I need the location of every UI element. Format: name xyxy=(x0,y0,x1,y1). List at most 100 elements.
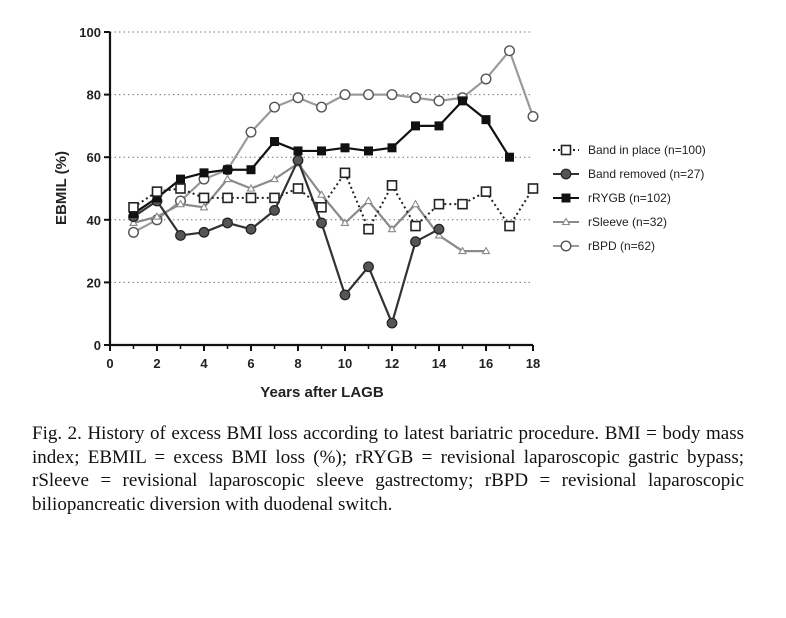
data-point xyxy=(480,186,492,197)
data-point xyxy=(316,201,327,213)
data-point xyxy=(434,121,444,131)
x-tick-label: 14 xyxy=(432,356,447,371)
legend-marker xyxy=(560,168,572,180)
data-point xyxy=(292,92,304,104)
data-point xyxy=(269,101,281,113)
data-point xyxy=(223,165,232,175)
data-point xyxy=(410,220,421,232)
legend-item: rRYGB (n=102) xyxy=(553,191,671,205)
data-point xyxy=(363,89,375,101)
grid-layer xyxy=(110,31,533,283)
y-tick-label: 20 xyxy=(87,275,101,290)
data-point xyxy=(386,317,398,329)
data-point xyxy=(411,121,420,131)
x-tick-label: 0 xyxy=(106,356,113,371)
data-point xyxy=(127,226,139,238)
data-point xyxy=(152,212,162,220)
x-tick-label: 18 xyxy=(526,356,540,371)
data-point xyxy=(458,246,467,255)
legend-marker xyxy=(561,217,571,226)
data-point xyxy=(245,126,257,138)
data-point xyxy=(246,183,256,192)
legend-marker xyxy=(561,193,571,203)
data-point xyxy=(433,198,445,210)
ebmil-line-chart: 0 20 40 60 80 100 0 2 4 6 8 10 12 14 16 18 Band in plac… xyxy=(53,25,706,401)
data-point xyxy=(245,223,257,235)
data-point xyxy=(387,224,397,233)
data-point xyxy=(198,226,210,238)
data-point xyxy=(317,190,326,198)
y-tick-label: 60 xyxy=(87,150,101,165)
y-tick-label: 100 xyxy=(79,25,101,40)
data-point xyxy=(222,192,233,204)
x-tick-label: 16 xyxy=(479,356,493,371)
data-point xyxy=(410,236,421,248)
legend-label: Band removed (n=27) xyxy=(588,167,704,181)
data-point xyxy=(198,192,210,204)
x-tick-label: 8 xyxy=(294,356,301,371)
data-point xyxy=(270,137,279,147)
legend-label: rBPD (n=62) xyxy=(588,239,655,253)
data-point xyxy=(386,180,398,191)
data-point xyxy=(480,73,492,85)
data-point xyxy=(363,223,374,235)
data-point xyxy=(199,168,209,178)
data-point xyxy=(410,92,422,104)
data-point xyxy=(128,201,139,213)
data-point xyxy=(292,183,304,194)
data-point xyxy=(175,183,186,194)
legend: Band in place (n=100) Band removed (n=27)… xyxy=(553,143,706,253)
x-tick-label: 10 xyxy=(338,356,352,371)
data-point xyxy=(481,246,491,255)
legend-label: rRYGB (n=102) xyxy=(588,191,671,205)
data-point xyxy=(339,89,351,101)
legend-item: Band removed (n=27) xyxy=(553,167,704,181)
data-point xyxy=(363,261,374,273)
data-point xyxy=(364,196,373,205)
data-point xyxy=(505,152,514,162)
data-point xyxy=(481,115,491,125)
data-point xyxy=(199,202,209,211)
data-point xyxy=(504,220,515,232)
legend-item: Band in place (n=100) xyxy=(553,143,706,157)
series-0 xyxy=(128,167,539,235)
legend-label: rSleeve (n=32) xyxy=(588,215,667,229)
data-point xyxy=(316,101,328,113)
data-point xyxy=(246,165,256,175)
y-tick-label: 40 xyxy=(87,213,101,228)
data-point xyxy=(269,205,280,216)
data-point xyxy=(457,198,468,210)
legend-label: Band in place (n=100) xyxy=(588,143,706,157)
series-line xyxy=(133,162,486,253)
data-point xyxy=(527,111,539,123)
y-axis-title: EBMIL (%) xyxy=(53,151,70,225)
data-point xyxy=(270,174,279,183)
data-point xyxy=(340,218,350,226)
y-tick-label: 0 xyxy=(94,338,101,353)
data-point xyxy=(317,146,326,156)
data-point xyxy=(387,143,397,153)
legend-item: rSleeve (n=32) xyxy=(553,215,667,229)
data-point xyxy=(458,96,467,106)
data-point xyxy=(339,167,351,179)
figure-caption: Fig. 2. History of excess BMI loss accor… xyxy=(32,423,744,515)
x-tick-label: 6 xyxy=(247,356,254,371)
data-point xyxy=(245,192,257,204)
data-point xyxy=(223,174,232,183)
data-point xyxy=(339,289,351,301)
data-point xyxy=(433,95,445,107)
data-point xyxy=(151,186,163,197)
data-point xyxy=(340,143,350,153)
series-3 xyxy=(129,158,491,255)
data-point xyxy=(176,174,185,184)
series-2 xyxy=(129,96,514,219)
axes-layer: 0 20 40 60 80 100 0 2 4 6 8 10 12 14 16 18 xyxy=(79,25,540,371)
x-tick-label: 12 xyxy=(385,356,399,371)
data-point xyxy=(176,199,185,208)
data-point xyxy=(316,217,327,229)
data-point xyxy=(129,218,138,226)
data-point xyxy=(175,230,186,241)
data-point xyxy=(504,45,516,57)
data-point xyxy=(364,146,373,156)
